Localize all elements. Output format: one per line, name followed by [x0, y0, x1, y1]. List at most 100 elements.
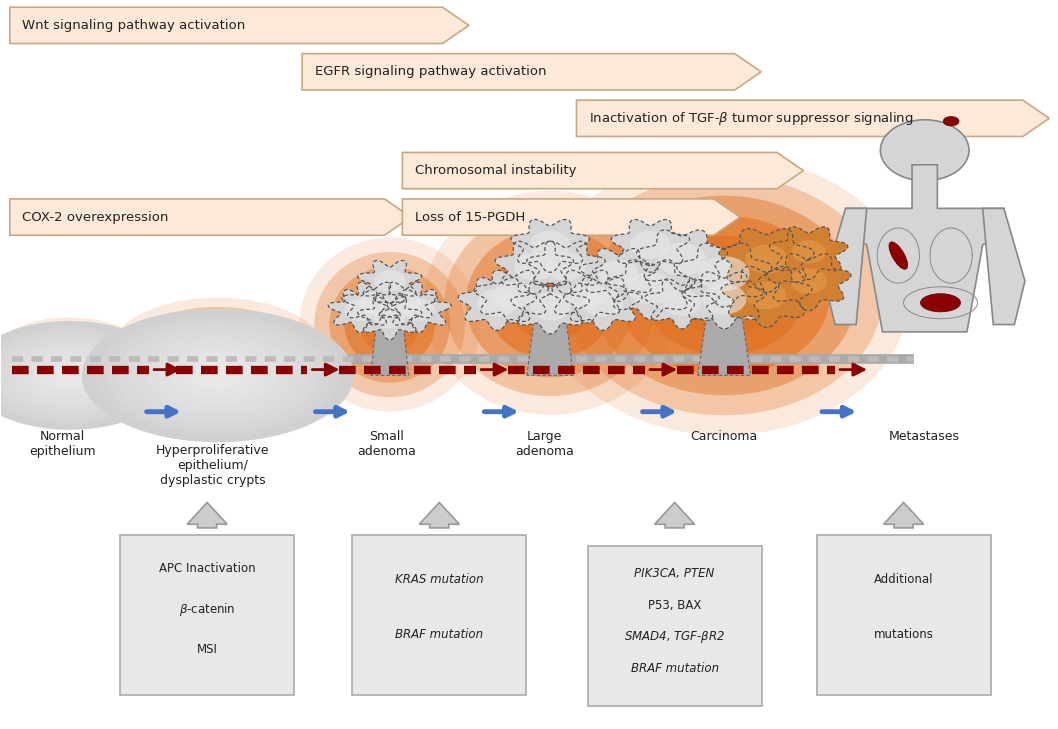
Polygon shape: [527, 241, 605, 294]
Text: Wnt signaling pathway activation: Wnt signaling pathway activation: [22, 19, 245, 32]
Polygon shape: [373, 270, 405, 292]
Ellipse shape: [56, 354, 84, 368]
Polygon shape: [373, 306, 405, 328]
Polygon shape: [138, 336, 298, 415]
Ellipse shape: [16, 332, 124, 390]
Polygon shape: [495, 241, 573, 294]
Polygon shape: [303, 54, 761, 90]
Polygon shape: [546, 252, 586, 281]
Polygon shape: [0, 335, 147, 416]
Polygon shape: [663, 289, 701, 316]
Ellipse shape: [920, 294, 961, 312]
Ellipse shape: [163, 326, 272, 381]
FancyBboxPatch shape: [121, 535, 294, 695]
Polygon shape: [387, 289, 451, 332]
Polygon shape: [10, 7, 469, 44]
Polygon shape: [493, 281, 533, 309]
Polygon shape: [81, 308, 353, 443]
Polygon shape: [25, 351, 115, 399]
Polygon shape: [698, 310, 750, 375]
Text: mutations: mutations: [874, 628, 933, 641]
Ellipse shape: [109, 297, 326, 410]
Polygon shape: [0, 330, 154, 420]
Ellipse shape: [566, 176, 882, 416]
Polygon shape: [65, 373, 75, 378]
Ellipse shape: [698, 276, 750, 316]
Polygon shape: [703, 284, 746, 314]
Polygon shape: [627, 272, 674, 305]
Text: KRAS mutation: KRAS mutation: [395, 573, 484, 586]
Text: Additional: Additional: [874, 573, 933, 586]
Polygon shape: [719, 229, 814, 292]
Text: Large
adenoma: Large adenoma: [515, 430, 574, 458]
Polygon shape: [159, 346, 277, 405]
Polygon shape: [402, 152, 803, 189]
Circle shape: [880, 120, 969, 181]
Polygon shape: [983, 208, 1025, 324]
Polygon shape: [200, 367, 235, 384]
Polygon shape: [577, 100, 1050, 136]
Polygon shape: [631, 231, 671, 259]
Polygon shape: [358, 297, 422, 340]
Ellipse shape: [540, 156, 909, 435]
Ellipse shape: [314, 252, 466, 397]
Ellipse shape: [145, 316, 290, 391]
Polygon shape: [106, 321, 329, 430]
Polygon shape: [720, 266, 811, 327]
Text: APC Inactivation: APC Inactivation: [159, 562, 255, 575]
Polygon shape: [548, 270, 626, 323]
Polygon shape: [511, 281, 589, 334]
Ellipse shape: [30, 339, 111, 383]
Polygon shape: [658, 243, 706, 276]
Text: Chromosomal instability: Chromosomal instability: [415, 164, 577, 177]
Polygon shape: [402, 199, 740, 235]
Polygon shape: [358, 292, 389, 313]
Polygon shape: [699, 257, 749, 291]
Ellipse shape: [889, 242, 908, 269]
Ellipse shape: [672, 256, 777, 335]
Ellipse shape: [127, 307, 308, 400]
FancyBboxPatch shape: [912, 165, 937, 208]
Ellipse shape: [375, 310, 405, 339]
Polygon shape: [419, 502, 459, 528]
Text: Hyperproliferative
epithelium/
dysplastic crypts: Hyperproliferative epithelium/ dysplasti…: [156, 445, 269, 488]
Ellipse shape: [200, 344, 236, 363]
Polygon shape: [530, 231, 570, 259]
Ellipse shape: [466, 228, 635, 378]
Polygon shape: [583, 289, 623, 316]
Polygon shape: [637, 230, 728, 291]
Polygon shape: [474, 270, 552, 323]
Ellipse shape: [299, 238, 480, 412]
Polygon shape: [127, 331, 309, 420]
Polygon shape: [187, 502, 227, 528]
Polygon shape: [458, 278, 536, 330]
Text: $\beta$-catenin: $\beta$-catenin: [179, 601, 235, 617]
Text: EGFR signaling pathway activation: EGFR signaling pathway activation: [315, 66, 546, 78]
Text: Loss of 15-PGDH: Loss of 15-PGDH: [415, 211, 525, 224]
Polygon shape: [511, 219, 589, 272]
Text: Small
adenoma: Small adenoma: [358, 430, 416, 458]
Polygon shape: [180, 356, 256, 394]
Polygon shape: [580, 249, 658, 301]
Text: Inactivation of TGF-$\it{\beta}$ tumor suppressor signaling: Inactivation of TGF-$\it{\beta}$ tumor s…: [589, 110, 914, 127]
Ellipse shape: [592, 195, 856, 395]
Polygon shape: [10, 343, 131, 408]
Polygon shape: [148, 341, 288, 410]
Ellipse shape: [508, 265, 592, 340]
Polygon shape: [1, 339, 139, 412]
Ellipse shape: [0, 317, 151, 405]
Ellipse shape: [423, 191, 677, 415]
Text: Carcinoma: Carcinoma: [691, 430, 758, 443]
Ellipse shape: [345, 281, 435, 368]
Text: COX-2 overexpression: COX-2 overexpression: [22, 211, 169, 224]
Polygon shape: [514, 252, 554, 281]
Text: BRAF mutation: BRAF mutation: [631, 663, 718, 675]
Polygon shape: [344, 299, 376, 321]
Ellipse shape: [360, 295, 420, 354]
Polygon shape: [567, 281, 607, 309]
Polygon shape: [342, 282, 406, 325]
Ellipse shape: [329, 267, 450, 383]
Polygon shape: [477, 289, 517, 316]
Polygon shape: [189, 362, 245, 389]
Ellipse shape: [444, 209, 656, 396]
